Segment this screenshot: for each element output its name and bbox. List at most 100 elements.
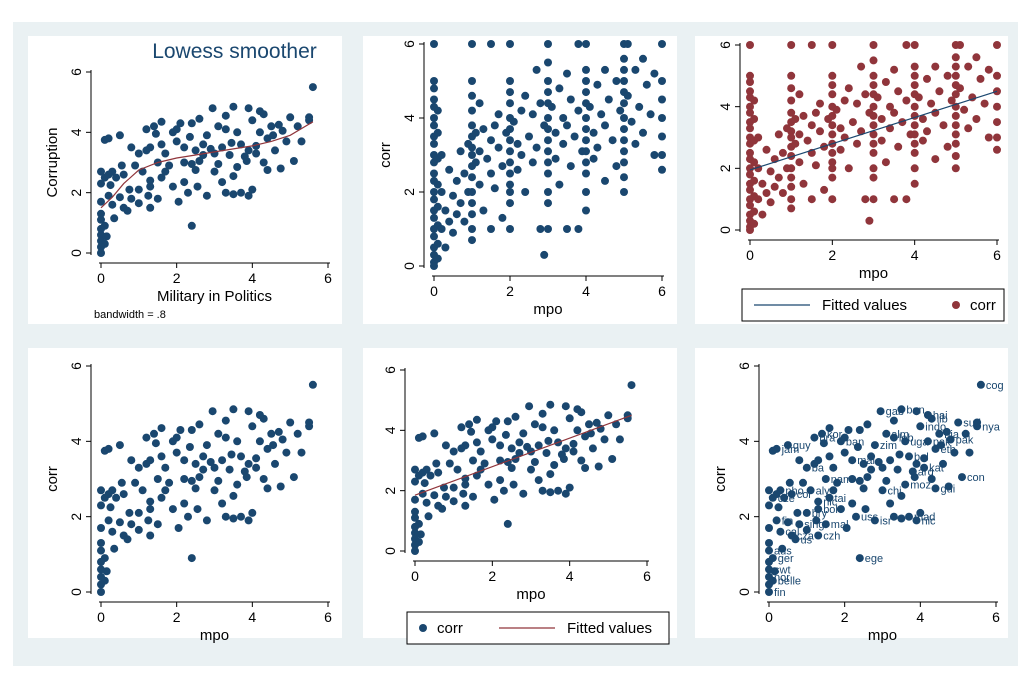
point-label: con [967,472,985,484]
data-point [623,91,632,100]
point-label: ger [778,553,794,565]
data-point [920,463,929,472]
data-point [758,179,767,188]
data-point [961,429,970,438]
data-point [829,463,838,472]
data-point [840,433,849,442]
data-point [942,427,951,436]
data-point [816,99,824,108]
y-tick-label: 0 [68,588,84,596]
data-point [229,190,238,199]
data-point [244,104,253,113]
data-point [115,193,124,202]
data-point [923,437,932,446]
data-point [795,158,804,167]
data-point [869,173,878,182]
data-point [467,427,476,436]
data-point [468,106,476,115]
data-point [506,40,514,48]
data-point [430,491,439,500]
data-point [592,418,601,427]
data-point [138,486,147,495]
y-axis-label: corr [712,466,729,492]
data-point [758,210,767,219]
data-point [115,131,124,140]
data-point [573,405,582,414]
data-point [746,185,754,194]
x-tick-label: 4 [916,609,924,625]
data-point [202,131,211,140]
data-point [870,441,879,450]
data-point [993,41,1001,49]
data-point [416,530,425,539]
data-point [144,516,153,525]
data-point [746,87,754,96]
data-point [770,182,779,191]
data-point [828,130,837,139]
data-point [206,458,215,466]
data-point [902,96,911,105]
data-point [227,138,236,147]
data-point [898,118,907,127]
data-point [639,54,647,63]
data-point [437,188,446,196]
data-point [762,145,771,154]
lowess-line [100,121,314,209]
data-point [252,463,261,472]
data-point [229,172,238,181]
data-point [506,180,514,189]
data-point [811,161,820,170]
data-point [308,380,317,389]
data-point [615,435,624,444]
fitted-line [414,414,632,496]
data-point [746,170,754,179]
data-point [461,474,470,483]
data-point [146,182,155,191]
data-point [807,121,816,130]
data-point [274,120,283,129]
data-point [506,77,514,85]
data-point [631,139,640,148]
data-point [532,65,541,74]
data-point [506,125,514,134]
data-point [536,225,545,233]
data-point [119,170,128,179]
point-label: tai [835,493,847,505]
data-point [168,505,177,514]
data-point [468,225,476,233]
data-point [802,463,811,472]
data-point [468,91,476,100]
data-point [127,520,136,529]
point-label: belle [778,576,801,588]
data-point [848,118,857,127]
data-point [530,458,539,466]
data-point [828,148,837,157]
legend-label: corr [437,620,463,637]
data-point [191,146,200,155]
data-point [233,163,242,171]
data-point [297,448,306,457]
data-point [125,508,134,517]
data-point [984,65,993,74]
data-point [195,420,204,429]
data-point [886,102,894,111]
data-point [825,452,834,461]
data-point [411,541,419,549]
data-point [828,81,837,90]
data-point [180,475,189,483]
data-point [555,84,564,93]
data-point [561,489,570,498]
data-point [876,407,885,416]
data-point [894,87,903,96]
data-point [97,179,105,188]
data-point [927,99,936,108]
data-point [420,479,429,488]
data-point [951,152,960,160]
data-point [778,189,787,197]
data-point [521,91,530,100]
data-point [608,136,617,145]
data-point [954,418,963,427]
data-point [476,447,485,456]
legend: Fitted values corr [741,288,1005,322]
data-point [229,491,238,500]
